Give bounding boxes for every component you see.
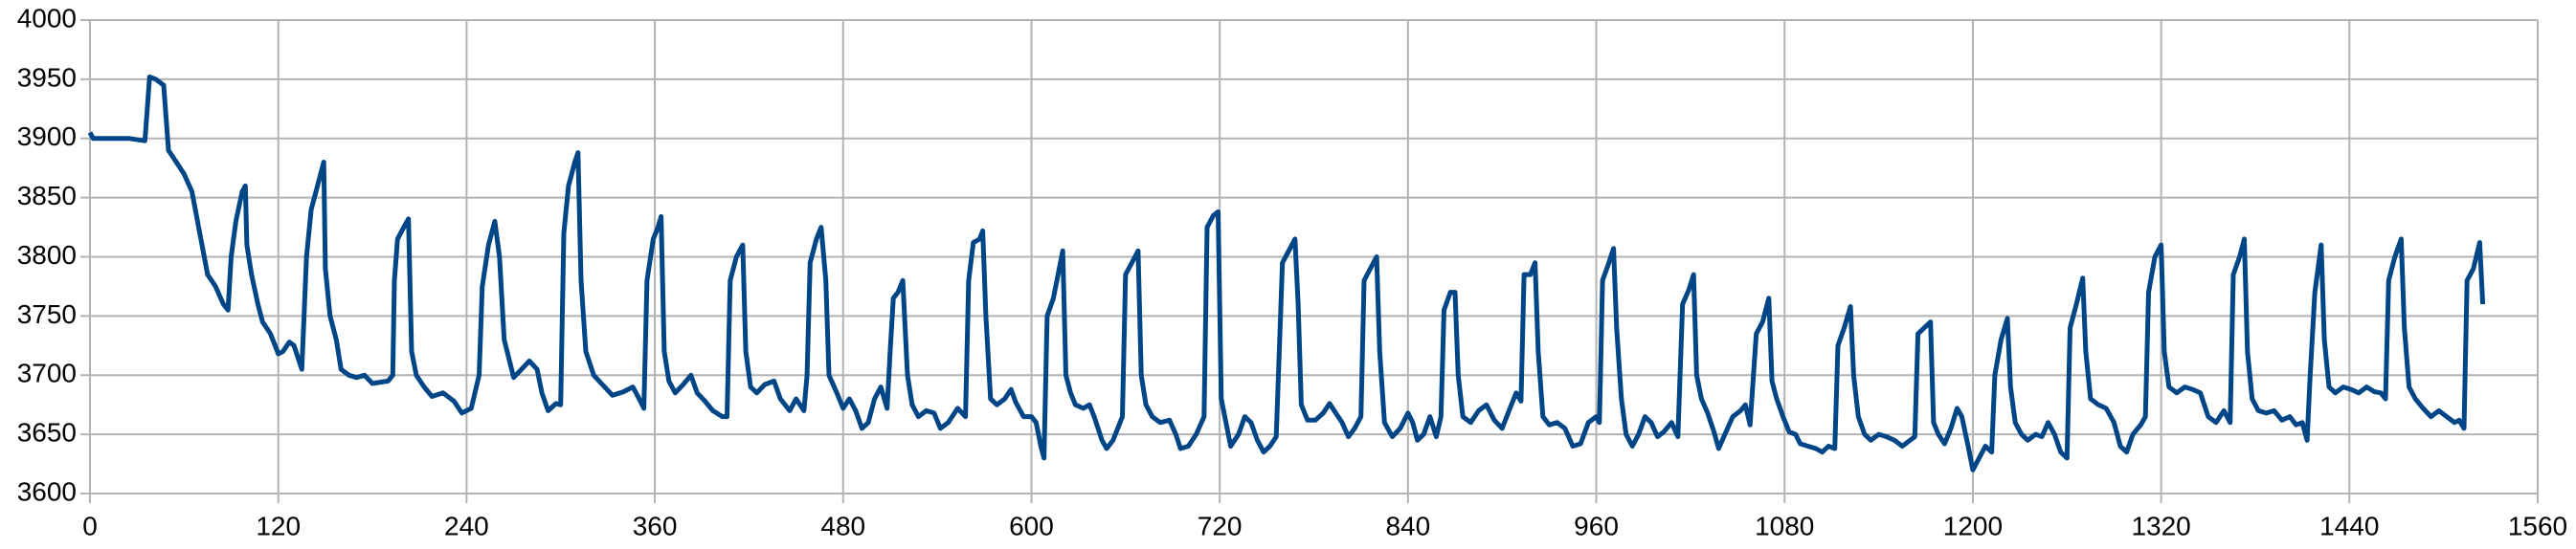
y-tick-label: 3850: [17, 181, 77, 210]
y-tick-label: 3800: [17, 240, 77, 270]
x-tick-label: 360: [633, 511, 678, 540]
x-tick-label: 1440: [2319, 511, 2379, 540]
y-tick-label: 3650: [17, 418, 77, 448]
y-tick-label: 3700: [17, 359, 77, 388]
x-tick-label: 960: [1574, 511, 1619, 540]
y-tick-label: 3950: [17, 62, 77, 92]
y-tick-label: 4000: [17, 3, 77, 33]
y-tick-label: 3900: [17, 121, 77, 151]
x-tick-label: 120: [256, 511, 301, 540]
x-tick-label: 840: [1385, 511, 1430, 540]
x-tick-label: 1320: [2131, 511, 2190, 540]
x-tick-label: 480: [820, 511, 865, 540]
x-tick-label: 240: [444, 511, 489, 540]
y-tick-label: 3750: [17, 299, 77, 329]
y-tick-label: 3600: [17, 476, 77, 506]
data-line: [87, 74, 2486, 472]
x-tick-label: 0: [82, 511, 98, 540]
x-tick-label: 1080: [1755, 511, 1814, 540]
x-tick-label: 720: [1198, 511, 1243, 540]
x-tick-label: 1200: [1943, 511, 2003, 540]
x-tick-label: 600: [1009, 511, 1054, 540]
x-tick-label: 1560: [2508, 511, 2567, 540]
